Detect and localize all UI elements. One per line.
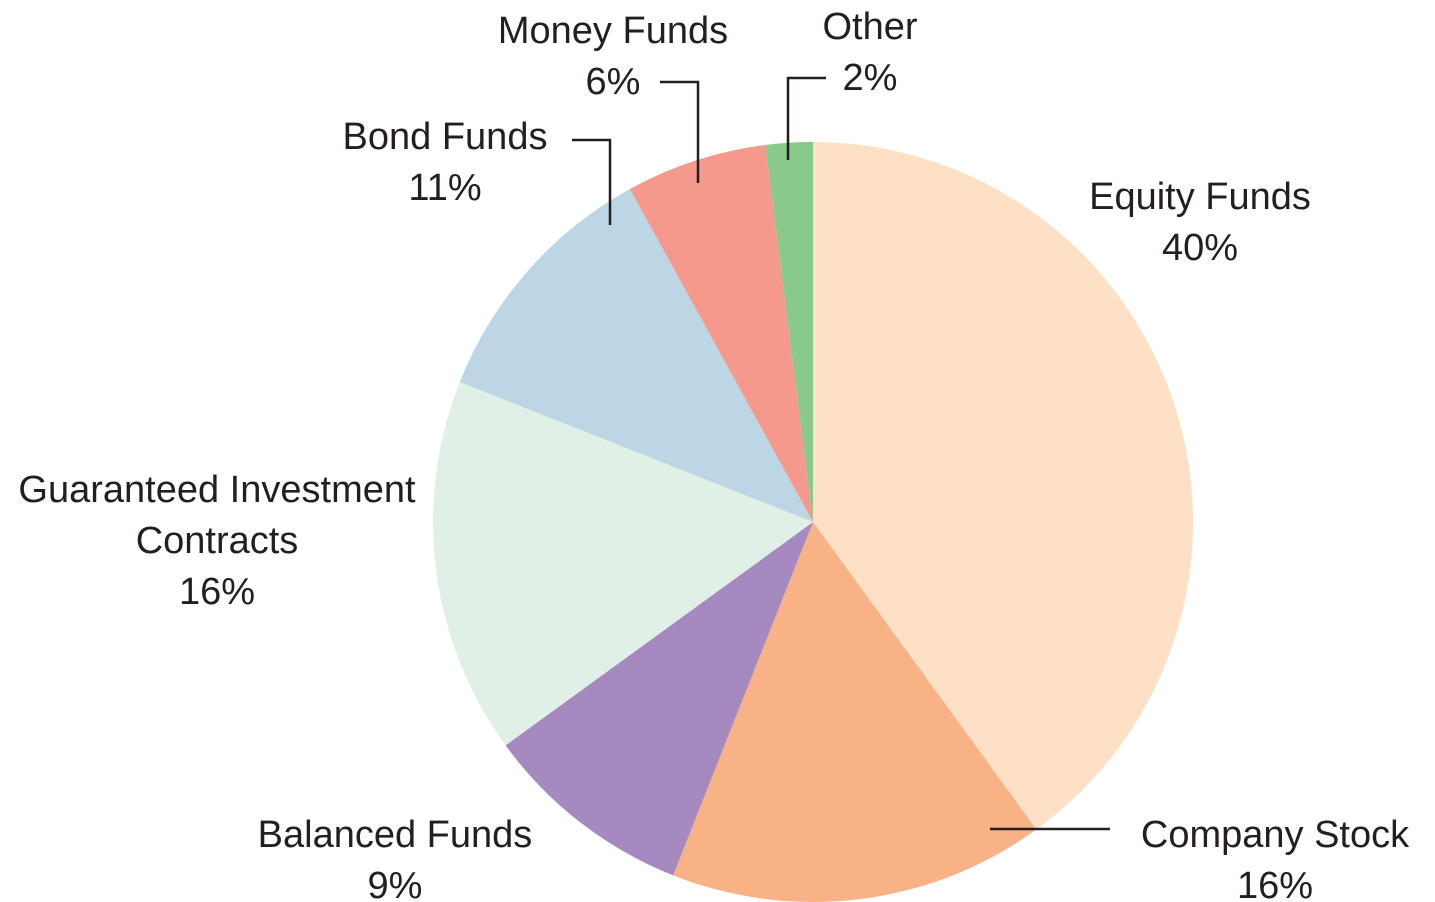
slice-label: Guaranteed Investment Contracts 16% [7, 465, 427, 618]
pie-slice [673, 522, 1037, 902]
slice-label: Money Funds 6% [473, 6, 753, 108]
category-label: Guaranteed Investment Contracts [18, 469, 416, 562]
slice-label: Bond Funds 11% [315, 112, 575, 214]
pie-slice [765, 142, 813, 522]
slice-label: Company Stock 16% [1115, 810, 1435, 902]
value-label: 2% [842, 57, 898, 99]
slice-label: Other 2% [800, 2, 940, 104]
pie-slice [459, 189, 813, 522]
category-label: Company Stock [1140, 814, 1410, 856]
leader-line [572, 138, 612, 225]
pie-slice [432, 382, 813, 746]
category-label: Balanced Funds [257, 814, 533, 856]
slice-label: Balanced Funds 9% [225, 810, 565, 902]
leader-line [786, 76, 826, 160]
value-label: 16% [178, 571, 256, 613]
category-label: Bond Funds [342, 116, 548, 158]
value-label: 11% [408, 167, 482, 209]
category-label: Equity Funds [1089, 176, 1311, 218]
slice-label: Equity Funds 40% [1050, 172, 1350, 274]
pie-slice [505, 522, 813, 876]
category-label: Money Funds [497, 10, 729, 52]
category-label: Other [822, 6, 918, 48]
value-label: 6% [585, 61, 641, 103]
leader-line [660, 80, 700, 183]
pie-slice [629, 144, 813, 523]
value-label: 16% [1236, 865, 1314, 902]
value-label: 9% [367, 865, 423, 902]
pie-slice [813, 142, 1194, 830]
value-label: 40% [1161, 227, 1239, 269]
